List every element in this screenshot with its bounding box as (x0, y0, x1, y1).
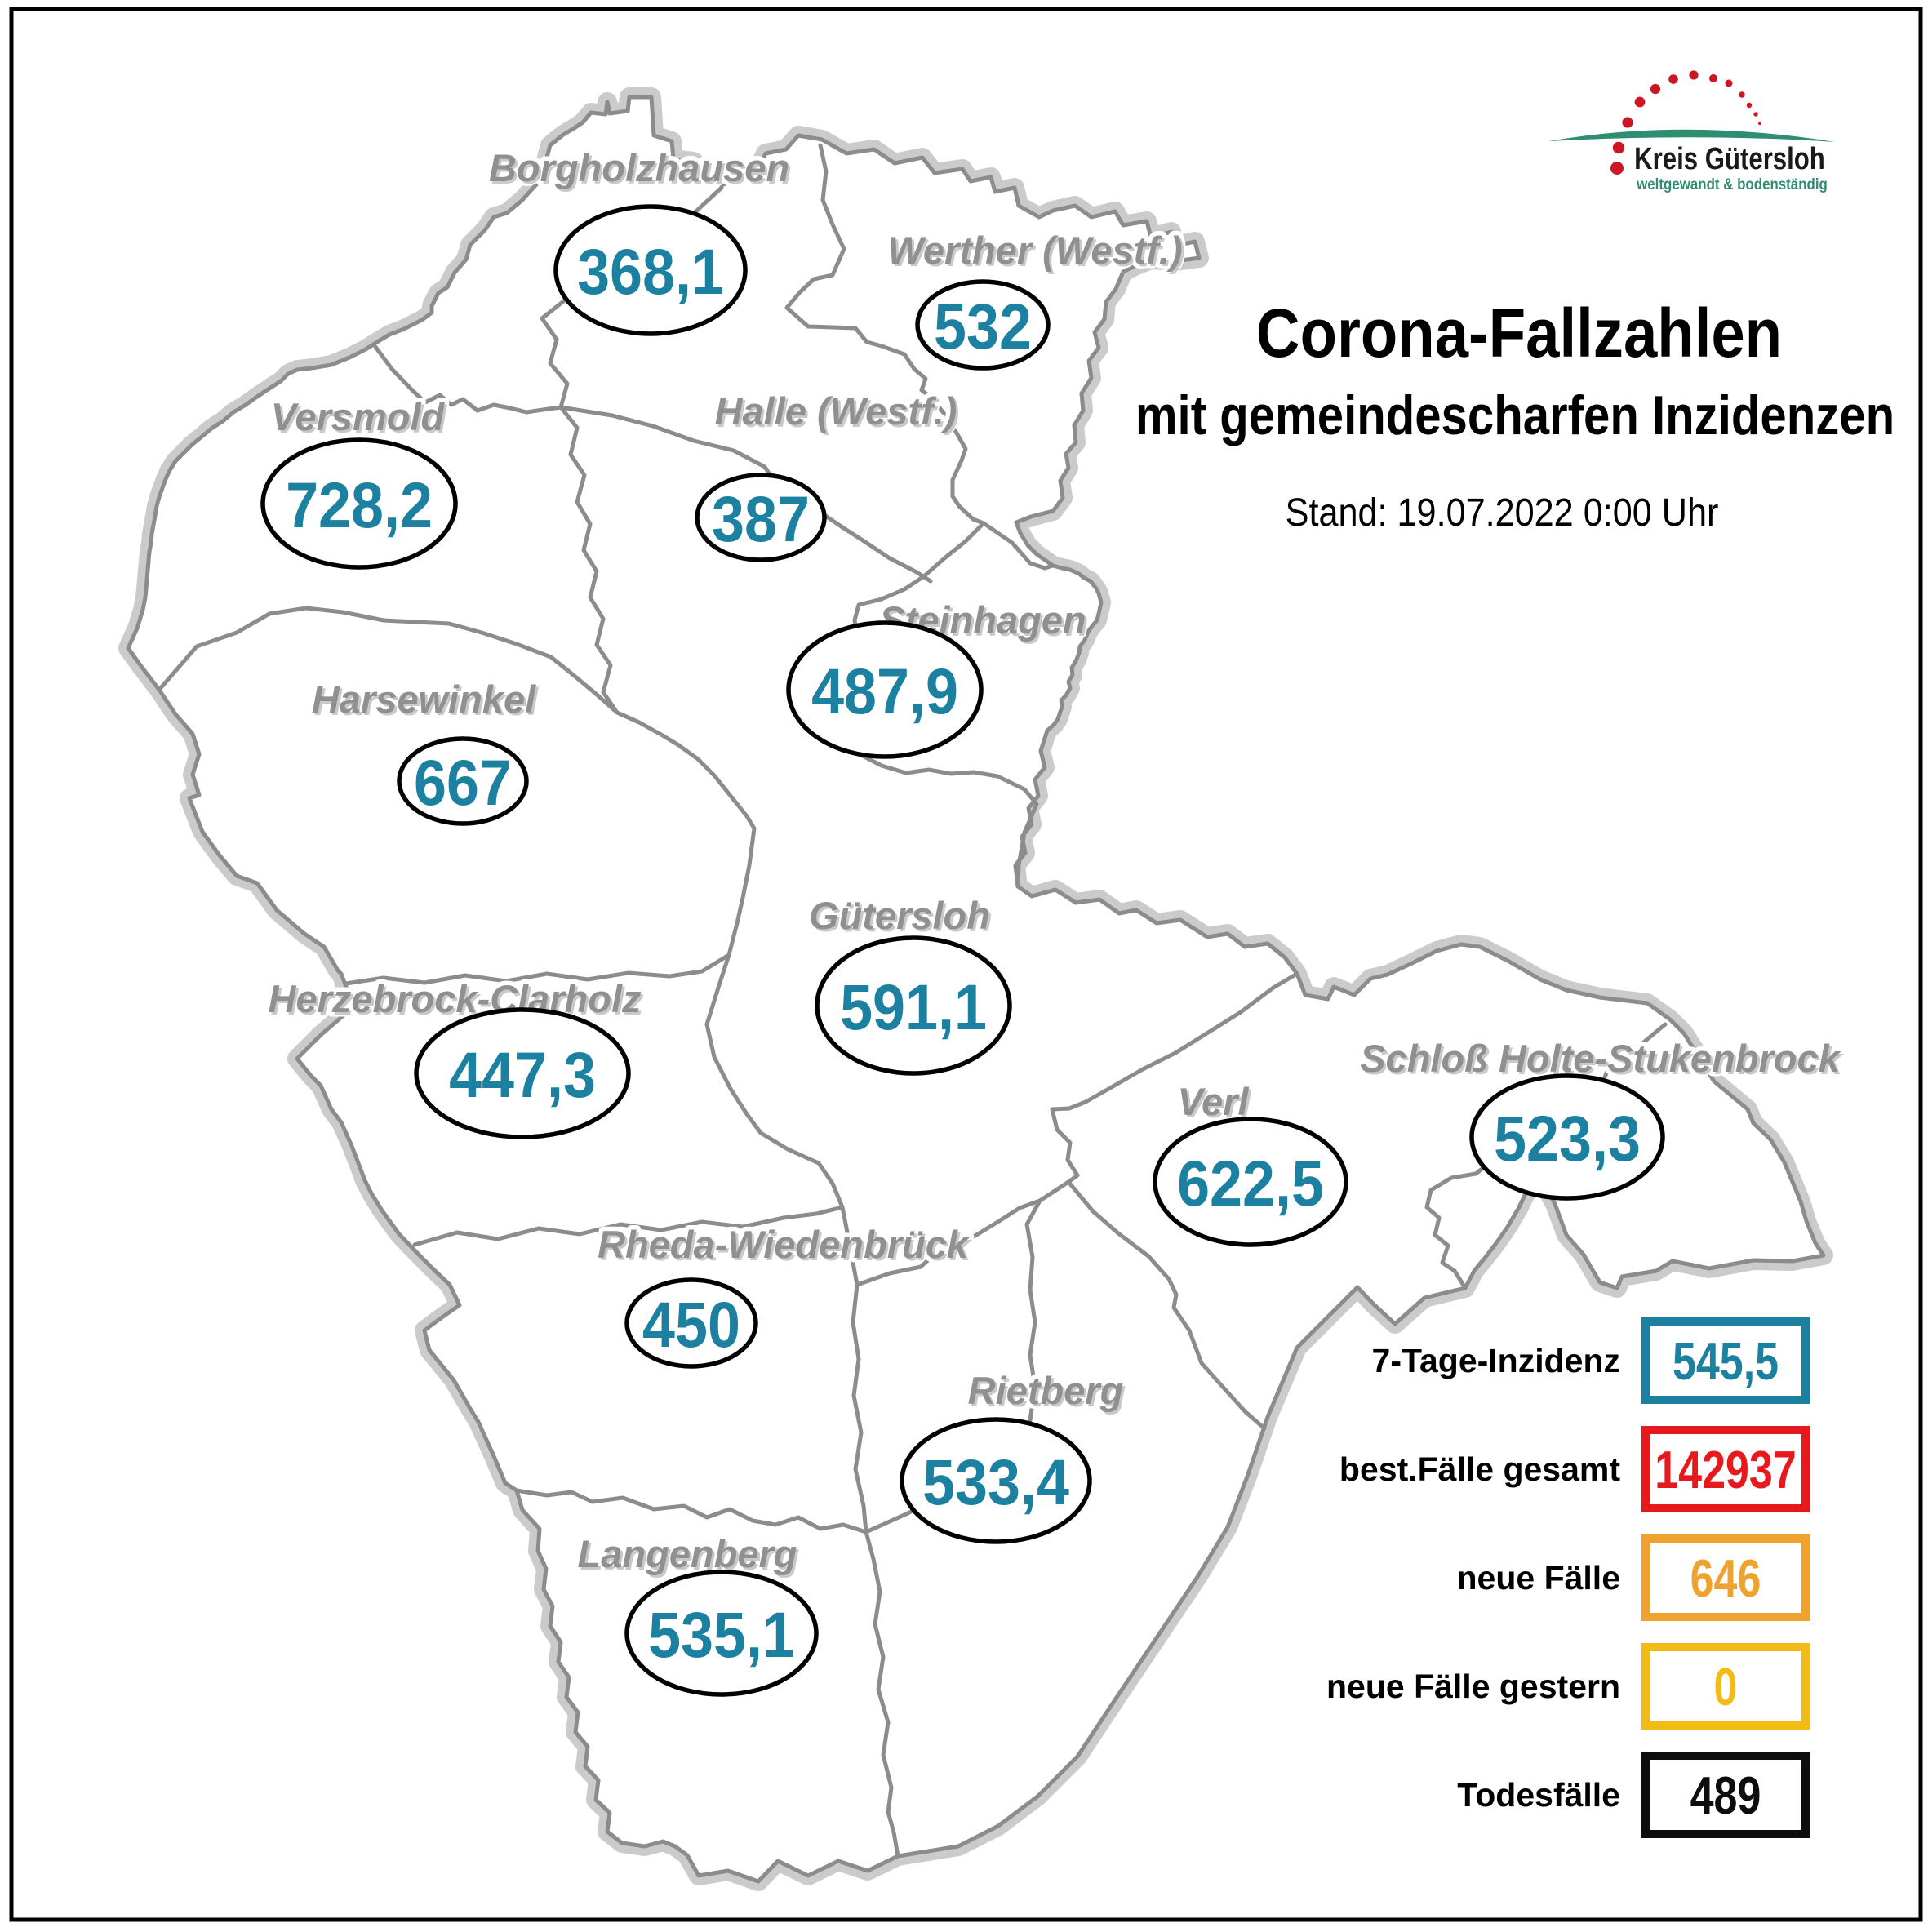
svg-text:Werther (Westf.): Werther (Westf.) (890, 231, 1184, 274)
svg-text:Werther (Westf.): Werther (Westf.) (887, 229, 1182, 272)
svg-text:533,4: 533,4 (922, 1447, 1069, 1519)
svg-text:545,5: 545,5 (1673, 1333, 1779, 1392)
svg-text:Schloß Holte-Stukenbrock: Schloß Holte-Stukenbrock (1360, 1037, 1841, 1080)
svg-text:Versmold: Versmold (273, 398, 448, 441)
svg-text:387: 387 (712, 484, 810, 556)
svg-text:Rheda-Wiedenbrück: Rheda-Wiedenbrück (598, 1223, 971, 1266)
svg-text:Langenberg: Langenberg (578, 1532, 797, 1575)
svg-text:Herzebrock-Clarholz: Herzebrock-Clarholz (268, 977, 642, 1020)
svg-text:Verl: Verl (1177, 1080, 1249, 1123)
svg-text:weltgewandt & bodenständig: weltgewandt & bodenständig (1636, 175, 1828, 193)
svg-text:Schloß Holte-Stukenbrock: Schloß Holte-Stukenbrock (1362, 1039, 1844, 1082)
svg-text:Harsewinkel: Harsewinkel (314, 680, 539, 723)
svg-text:Corona-Fallzahlen: Corona-Fallzahlen (1256, 295, 1782, 371)
svg-text:Rietberg: Rietberg (968, 1369, 1124, 1412)
svg-text:Kreis Gütersloh: Kreis Gütersloh (1634, 142, 1825, 176)
svg-text:646: 646 (1690, 1550, 1761, 1609)
svg-text:0: 0 (1714, 1659, 1738, 1717)
svg-text:Verl: Verl (1177, 1080, 1249, 1123)
svg-text:532: 532 (934, 291, 1032, 363)
svg-text:667: 667 (414, 748, 512, 819)
svg-text:Borgholzhausen: Borgholzhausen (491, 149, 792, 192)
svg-text:7-Tage-Inzidenz: 7-Tage-Inzidenz (1372, 1342, 1620, 1379)
svg-text:Halle (Westf.): Halle (Westf.) (715, 389, 957, 433)
svg-text:Harsewinkel: Harsewinkel (312, 677, 536, 721)
svg-text:neue Fälle gestern: neue Fälle gestern (1326, 1668, 1620, 1705)
svg-text:489: 489 (1690, 1767, 1761, 1826)
svg-text:Stand: 19.07.2022 0:00 Uhr: Stand: 19.07.2022 0:00 Uhr (1286, 491, 1719, 535)
svg-text:523,3: 523,3 (1494, 1104, 1641, 1175)
svg-text:447,3: 447,3 (449, 1040, 596, 1112)
svg-text:Gütersloh: Gütersloh (811, 896, 993, 939)
svg-text:Versmold: Versmold (271, 395, 446, 438)
svg-text:Werther (Westf.): Werther (Westf.) (887, 229, 1182, 272)
svg-text:best.Fälle gesamt: best.Fälle gesamt (1339, 1450, 1620, 1488)
svg-text:Borgholzhausen: Borgholzhausen (489, 146, 789, 189)
svg-text:Rietberg: Rietberg (971, 1371, 1126, 1415)
svg-text:622,5: 622,5 (1177, 1148, 1324, 1220)
svg-text:Schloß Holte-Stukenbrock: Schloß Holte-Stukenbrock (1360, 1037, 1841, 1080)
svg-text:Gütersloh: Gütersloh (809, 894, 990, 937)
svg-text:728,2: 728,2 (286, 470, 433, 542)
svg-text:Herzebrock-Clarholz: Herzebrock-Clarholz (270, 979, 644, 1023)
svg-text:Harsewinkel: Harsewinkel (312, 677, 536, 721)
svg-text:Versmold: Versmold (271, 395, 446, 438)
svg-text:368,1: 368,1 (577, 237, 724, 309)
svg-text:Gütersloh: Gütersloh (809, 894, 990, 937)
svg-text:Rheda-Wiedenbrück: Rheda-Wiedenbrück (600, 1225, 973, 1268)
svg-text:Herzebrock-Clarholz: Herzebrock-Clarholz (268, 977, 642, 1020)
svg-text:Borgholzhausen: Borgholzhausen (489, 146, 789, 189)
svg-text:Todesfälle: Todesfälle (1457, 1776, 1620, 1814)
svg-text:mit gemeindescharfen Inzidenze: mit gemeindescharfen Inzidenzen (1135, 385, 1895, 446)
svg-text:Rheda-Wiedenbrück: Rheda-Wiedenbrück (598, 1223, 971, 1266)
svg-text:Halle (Westf.): Halle (Westf.) (715, 389, 957, 433)
svg-text:450: 450 (642, 1290, 740, 1361)
svg-text:neue Fälle: neue Fälle (1456, 1559, 1620, 1597)
svg-text:487,9: 487,9 (811, 656, 958, 728)
svg-text:142937: 142937 (1655, 1441, 1797, 1500)
svg-text:Rietberg: Rietberg (968, 1369, 1124, 1412)
svg-text:591,1: 591,1 (840, 972, 987, 1044)
svg-text:535,1: 535,1 (648, 1600, 795, 1672)
svg-text:Langenberg: Langenberg (580, 1534, 800, 1578)
svg-text:Halle (Westf.): Halle (Westf.) (717, 392, 960, 435)
svg-text:Langenberg: Langenberg (578, 1532, 797, 1575)
